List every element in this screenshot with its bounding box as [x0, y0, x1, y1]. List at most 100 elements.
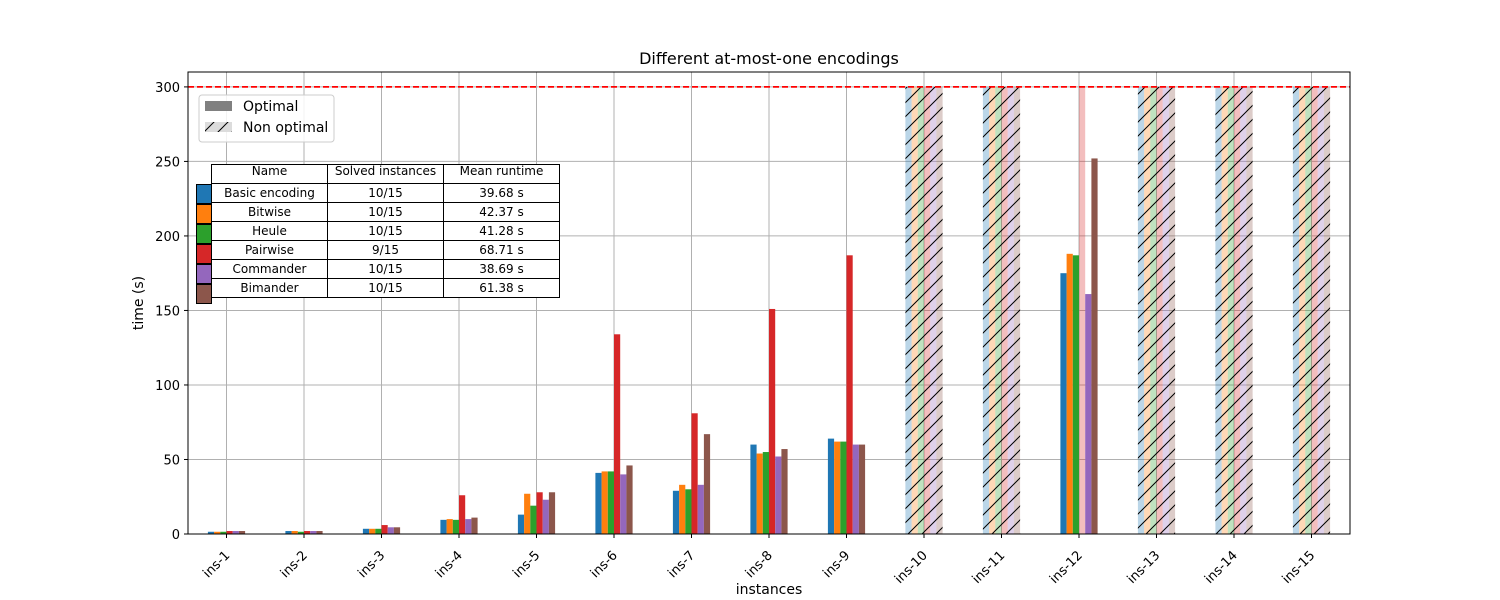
bar-bimander — [238, 531, 246, 534]
table-color-swatch — [196, 184, 212, 204]
cell-runtime: 41.28 s — [443, 221, 560, 241]
bar-heule — [1072, 255, 1079, 534]
y-tick-label: 300 — [155, 81, 180, 96]
x-tick-label: ins-2 — [278, 548, 311, 581]
x-tick-label: ins-11 — [970, 548, 1009, 587]
bar-bimander — [858, 444, 866, 534]
legend-swatch-optimal — [205, 101, 232, 111]
bar-bitwise — [756, 453, 763, 534]
table-row: Bitwise 10/15 42.37 s — [211, 202, 560, 222]
bar-commander — [310, 531, 317, 534]
cell-solved: 10/15 — [327, 259, 444, 279]
non-optimal-hatch — [1292, 86, 1331, 534]
legend-box — [198, 94, 335, 143]
bar-bimander — [471, 517, 478, 534]
table-row: Commander 10/15 38.69 s — [211, 259, 560, 279]
bar-heule — [685, 489, 692, 534]
x-tick-label: ins-12 — [1047, 548, 1086, 587]
bar-bitwise — [446, 519, 453, 534]
bar-pairwise — [226, 531, 233, 534]
table-color-swatch — [196, 204, 212, 224]
cell-runtime: 68.71 s — [443, 240, 560, 260]
bar-basic-encoding — [672, 490, 680, 534]
cell-solved: 10/15 — [327, 278, 444, 298]
bar-pairwise — [381, 525, 388, 534]
legend-swatch-hatch — [205, 122, 232, 132]
bar-pairwise — [304, 531, 311, 534]
bar-bitwise — [369, 528, 376, 534]
x-tick-label: ins-1 — [200, 548, 233, 581]
x-tick-label: ins-13 — [1125, 548, 1164, 587]
bar-bitwise — [291, 531, 298, 534]
table-color-swatch — [196, 224, 212, 244]
header-name: Name — [211, 164, 328, 184]
bar-commander — [542, 499, 549, 534]
table-header-row: Name Solved instances Mean runtime — [211, 164, 560, 184]
chart-title: Different at-most-one encodings — [639, 49, 899, 68]
cell-solved: 9/15 — [327, 240, 444, 260]
bar-basic-encoding — [362, 528, 370, 534]
y-tick-label: 100 — [155, 379, 180, 394]
bar-commander — [387, 527, 394, 534]
cell-name: Heule — [211, 221, 328, 241]
cell-name: Bimander — [211, 278, 328, 298]
x-tick-label: ins-9 — [820, 548, 853, 581]
bar-bitwise — [601, 471, 608, 534]
bar-commander — [620, 474, 627, 534]
x-tick-label: ins-10 — [892, 548, 931, 587]
bar-bimander — [393, 527, 401, 534]
legend: Optimal Non optimal — [198, 94, 335, 143]
table-row: Basic encoding 10/15 39.68 s — [211, 183, 560, 203]
bar-bitwise — [679, 484, 686, 534]
bar-pairwise — [846, 255, 853, 534]
x-tick-label: ins-7 — [665, 548, 698, 581]
x-tick-label: ins-5 — [510, 548, 543, 581]
bar-basic-encoding — [827, 438, 835, 534]
non-optimal-hatch — [1137, 86, 1176, 534]
bar-bimander — [316, 531, 323, 534]
x-axis-label: instances — [736, 582, 803, 598]
cell-runtime: 39.68 s — [443, 183, 560, 203]
legend-label-optimal: Optimal — [243, 99, 298, 115]
bar-heule — [452, 519, 459, 534]
bar-bimander — [781, 449, 788, 534]
cell-runtime: 61.38 s — [443, 278, 560, 298]
bar-bitwise — [214, 531, 221, 534]
table-color-swatch — [196, 244, 212, 264]
cell-runtime: 38.69 s — [443, 259, 560, 279]
bar-commander — [697, 484, 704, 534]
bar-basic-encoding — [285, 531, 292, 534]
table-row: Bimander 10/15 61.38 s — [211, 278, 560, 298]
y-tick-label: 200 — [155, 230, 180, 245]
bar-basic-encoding — [440, 519, 447, 534]
cell-name: Basic encoding — [211, 183, 328, 203]
x-tick-label: ins-15 — [1280, 548, 1319, 587]
x-tick-label: ins-4 — [433, 548, 466, 581]
table-row: Heule 10/15 41.28 s — [211, 221, 560, 241]
cell-name: Commander — [211, 259, 328, 279]
bar-commander — [775, 456, 782, 534]
bar-pairwise — [459, 495, 466, 534]
bar-commander — [465, 519, 472, 534]
bar-pairwise — [536, 492, 543, 534]
cell-solved: 10/15 — [327, 183, 444, 203]
table-row: Pairwise 9/15 68.71 s — [211, 240, 560, 260]
bar-heule — [607, 471, 614, 534]
bar-commander — [232, 531, 239, 534]
cell-solved: 10/15 — [327, 202, 444, 222]
header-solved: Solved instances — [327, 164, 444, 184]
x-tick-label: ins-8 — [743, 548, 776, 581]
bar-bimander — [703, 434, 711, 534]
cell-runtime: 42.37 s — [443, 202, 560, 222]
cell-name: Pairwise — [211, 240, 328, 260]
bar-heule — [220, 531, 227, 534]
bar-bitwise — [1066, 253, 1073, 535]
bar-pairwise — [614, 334, 621, 534]
x-tick-label: ins-14 — [1202, 548, 1241, 587]
bar-heule — [297, 531, 304, 534]
y-axis-label: time (s) — [131, 276, 147, 330]
bar-basic-encoding — [595, 472, 602, 534]
x-tick-label: ins-6 — [588, 548, 621, 581]
x-tick-label: ins-3 — [355, 548, 388, 581]
